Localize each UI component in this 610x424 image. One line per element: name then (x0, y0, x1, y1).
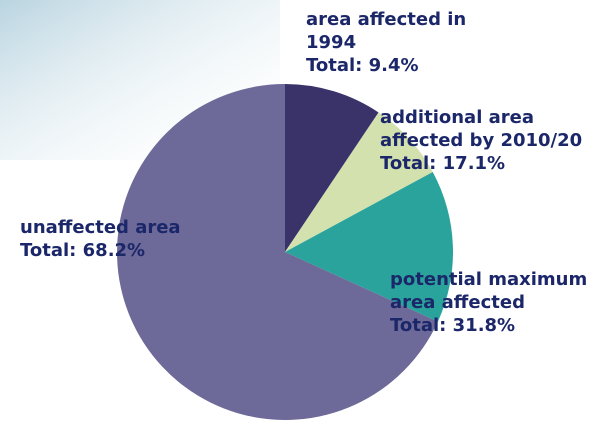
slice-value: Total: 68.2% (20, 240, 146, 261)
pie (116, 84, 454, 420)
slice-name: area affected in 1994 (306, 9, 467, 53)
slice-value: Total: 17.1% (380, 153, 506, 174)
slice-value: Total: 31.8% (390, 315, 516, 336)
label: potential maximum area affected Total: 3… (390, 268, 605, 337)
slice-name: unaffected area (20, 217, 181, 238)
pie-slice (116, 84, 438, 420)
slice-name: additional area affected by 2010/20 (380, 107, 583, 151)
label: unaffected area Total: 68.2% (20, 216, 220, 262)
pie-slice (285, 112, 433, 252)
label: area affected in 1994 Total: 9.4% (306, 8, 481, 77)
pie-slice (285, 84, 379, 252)
pie-slice (285, 171, 454, 322)
slice-name: potential maximum area affected (390, 269, 588, 313)
slice-value: Total: 9.4% (306, 55, 419, 76)
label: additional area affected by 2010/20 Tota… (380, 106, 602, 175)
